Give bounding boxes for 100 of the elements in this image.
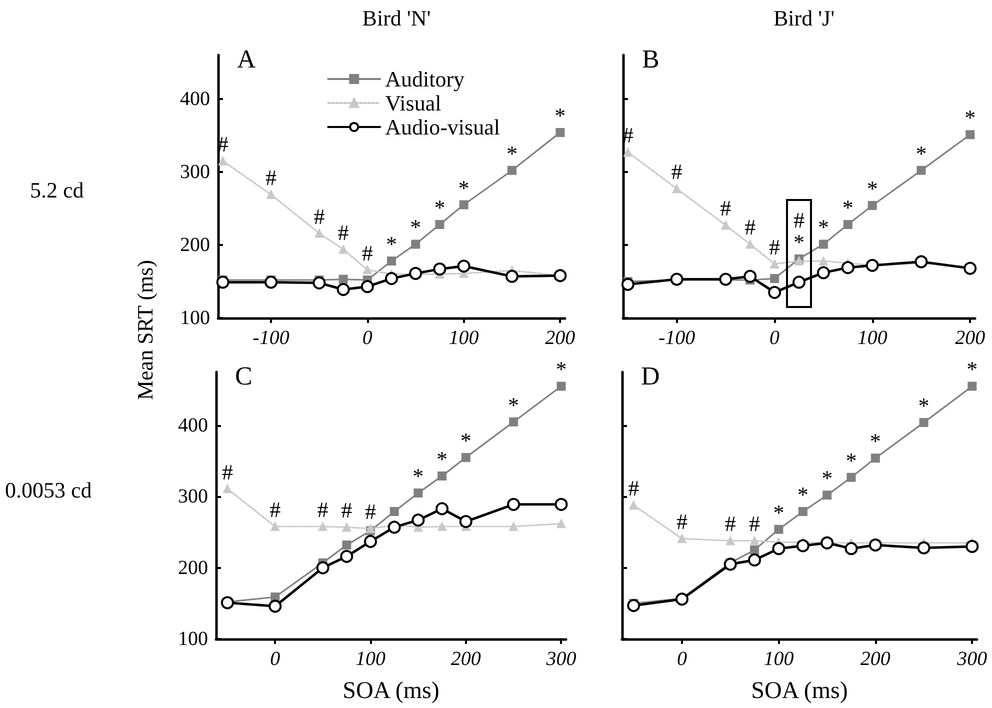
- point: [672, 184, 682, 194]
- point: [266, 190, 276, 200]
- point: [750, 546, 760, 554]
- point: [318, 522, 328, 532]
- point: [770, 274, 780, 284]
- point: [721, 220, 730, 230]
- point: [316, 561, 330, 574]
- point: [338, 244, 348, 254]
- annotation: *: [508, 392, 520, 418]
- point: [623, 148, 632, 157]
- chart-title: D: [641, 362, 660, 390]
- text: 5.2 cd: [30, 178, 84, 202]
- point: [868, 538, 882, 552]
- x-tick-label: 300: [956, 648, 988, 670]
- annotation: *: [554, 102, 566, 128]
- annotation: #: [364, 499, 376, 524]
- point: [340, 550, 354, 563]
- annotation: #: [744, 214, 756, 240]
- chart-title: A: [237, 44, 256, 74]
- annotation: #: [671, 159, 682, 184]
- point: [844, 542, 858, 556]
- annotation: *: [434, 194, 446, 220]
- point: [342, 540, 352, 550]
- point: [414, 488, 423, 498]
- annotation: *: [773, 500, 784, 525]
- annotation: *: [797, 482, 808, 508]
- point: [270, 522, 280, 532]
- point: [966, 130, 975, 140]
- point: [966, 540, 979, 553]
- y-tick-label: 300: [180, 160, 210, 183]
- point: [846, 472, 856, 482]
- x-tick-label: 0: [676, 648, 687, 670]
- point: [388, 520, 401, 534]
- point: [792, 276, 806, 289]
- point: [964, 262, 977, 275]
- annotation: #: [724, 511, 736, 536]
- point: [385, 272, 398, 286]
- point: [556, 128, 565, 137]
- annotation: *: [460, 428, 472, 453]
- y-tick-label: 400: [178, 414, 208, 436]
- point: [312, 276, 326, 290]
- chart-title: C: [235, 362, 252, 390]
- x-tick-label: 200: [955, 327, 986, 349]
- x-tick-label: 0: [270, 648, 280, 670]
- point: [433, 262, 446, 276]
- chart-subtitle: Bird 'J': [773, 6, 835, 30]
- point: [222, 484, 232, 494]
- annotation: #: [676, 509, 688, 534]
- annotation: #: [769, 234, 780, 260]
- annotation: *: [436, 446, 448, 472]
- annotation: *: [506, 140, 518, 166]
- point: [670, 272, 684, 286]
- annotation: *: [410, 214, 422, 240]
- point: [968, 382, 977, 391]
- annotation: *: [866, 176, 878, 201]
- point: [772, 542, 786, 556]
- y-tick-label: 200: [180, 234, 210, 256]
- point: [770, 259, 780, 268]
- annotation: #: [628, 476, 640, 501]
- point: [459, 515, 472, 528]
- legend-label: Visual: [385, 90, 442, 116]
- point: [818, 256, 828, 266]
- point: [868, 200, 877, 210]
- point: [556, 519, 566, 528]
- x-axis-title: SOA (ms): [751, 678, 848, 704]
- x-tick-label: 100: [764, 648, 794, 670]
- annotation: *: [458, 175, 470, 200]
- point: [459, 200, 468, 210]
- annotation: *: [870, 428, 881, 454]
- point: [816, 266, 830, 280]
- point: [917, 541, 930, 554]
- annotation: #: [222, 459, 233, 484]
- chart-subtitle: Bird 'N': [362, 6, 431, 30]
- point: [390, 507, 399, 516]
- point: [916, 166, 926, 175]
- point: [216, 276, 230, 289]
- point: [726, 536, 735, 546]
- point: [457, 260, 470, 273]
- point: [411, 240, 420, 249]
- point: [342, 522, 352, 532]
- point: [412, 514, 425, 527]
- annotation: #: [362, 240, 373, 266]
- y-tick-label: 100: [178, 628, 208, 650]
- point: [364, 534, 377, 548]
- x-tick-label: 200: [545, 327, 576, 349]
- point: [627, 599, 640, 612]
- x-tick-label: 0: [770, 327, 780, 349]
- annotation: #: [314, 204, 325, 229]
- point: [507, 498, 520, 511]
- point: [841, 261, 854, 274]
- annotation: #: [338, 220, 349, 245]
- point: [724, 558, 737, 571]
- point: [409, 266, 422, 280]
- point: [796, 539, 810, 552]
- x-tick-label: 300: [545, 648, 576, 670]
- text: 0.0053 cd: [5, 478, 92, 502]
- point: [746, 240, 755, 249]
- point: [750, 536, 760, 546]
- point: [914, 255, 928, 268]
- annotation: *: [818, 214, 829, 240]
